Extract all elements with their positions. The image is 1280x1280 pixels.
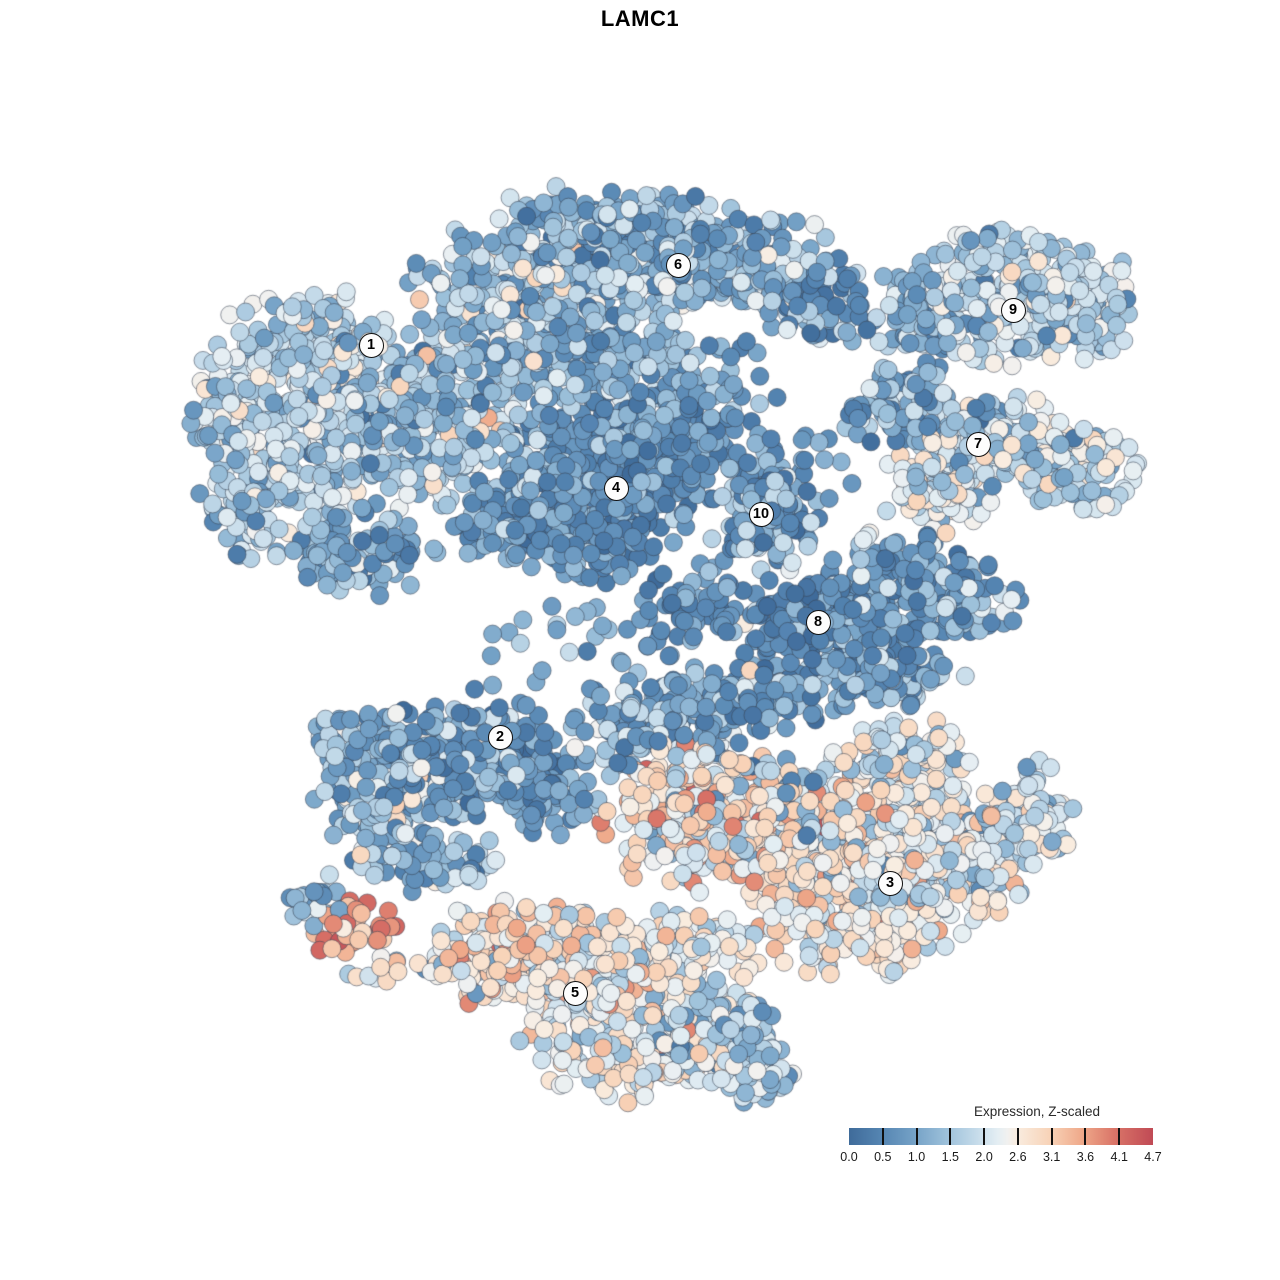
colorbar-tick-label: 4.1 xyxy=(1110,1150,1128,1164)
colorbar-tick-label: 3.1 xyxy=(1042,1150,1061,1164)
colorbar-tick-mark xyxy=(1118,1128,1121,1145)
colorbar-gradient xyxy=(849,1128,1153,1145)
colorbar-tick-mark xyxy=(915,1128,918,1145)
colorbar-tick-label: 0.5 xyxy=(874,1150,892,1164)
colorbar-tick-label: 2.6 xyxy=(1009,1150,1027,1164)
colorbar-tick-label: 4.7 xyxy=(1144,1150,1162,1164)
colorbar-tick-labels: 0.0 0.5 1.0 1.5 2.0 2.6 3.1 3.6 4.1 4.7 xyxy=(840,1150,1161,1166)
plot-title: LAMC1 xyxy=(600,6,680,31)
colorbar-tick-mark xyxy=(949,1128,952,1145)
colorbar-tick-label: 1.5 xyxy=(941,1150,960,1164)
colorbar-tick-mark xyxy=(881,1128,884,1145)
colorbar-tick-label: 3.6 xyxy=(1076,1150,1095,1164)
colorbar-legend: Expression, Z-scaled 0.0 0.5 1.0 1.5 2.0 2.6 3… xyxy=(840,1104,1161,1166)
colorbar-tick-mark xyxy=(983,1128,986,1145)
colorbar-tick-label: 0.0 xyxy=(840,1150,858,1164)
colorbar-tick-label: 1.0 xyxy=(907,1150,926,1164)
colorbar-tick-mark xyxy=(1084,1128,1087,1145)
colorbar-tick-label: 2.0 xyxy=(975,1150,993,1164)
colorbar-tick-mark xyxy=(1050,1128,1053,1145)
colorbar-tick-mark xyxy=(1016,1128,1019,1145)
legend-title: Expression, Z-scaled xyxy=(973,1104,1101,1119)
